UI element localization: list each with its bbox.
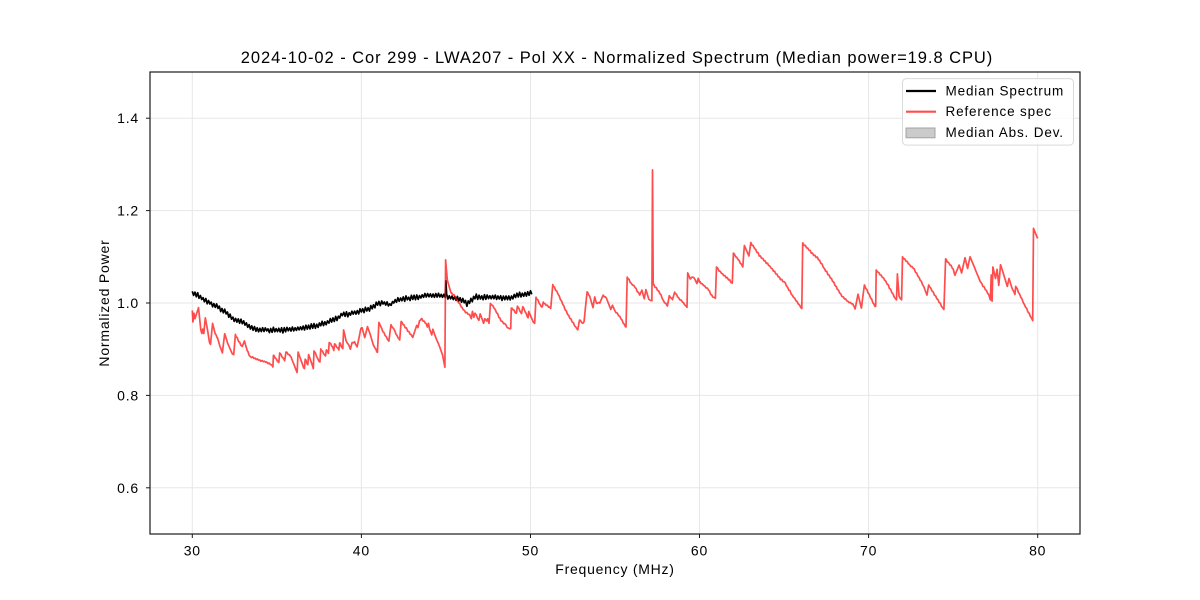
svg-text:70: 70 (860, 543, 877, 559)
svg-text:Reference spec: Reference spec (946, 104, 1052, 119)
svg-text:1.0: 1.0 (117, 295, 139, 311)
svg-text:2024-10-02 - Cor 299 - LWA207: 2024-10-02 - Cor 299 - LWA207 - Pol XX -… (241, 49, 993, 67)
svg-text:Median Abs. Dev.: Median Abs. Dev. (946, 125, 1064, 140)
svg-text:0.8: 0.8 (117, 387, 139, 403)
svg-text:60: 60 (691, 543, 708, 559)
svg-text:30: 30 (184, 543, 201, 559)
svg-text:Median Spectrum: Median Spectrum (946, 84, 1065, 99)
svg-text:50: 50 (522, 543, 539, 559)
svg-text:80: 80 (1029, 543, 1046, 559)
svg-text:40: 40 (353, 543, 370, 559)
svg-text:1.4: 1.4 (117, 110, 139, 126)
svg-text:Normalized Power: Normalized Power (96, 239, 112, 366)
svg-text:0.6: 0.6 (117, 480, 139, 496)
svg-text:Frequency (MHz): Frequency (MHz) (555, 561, 674, 577)
svg-text:1.2: 1.2 (117, 203, 139, 219)
